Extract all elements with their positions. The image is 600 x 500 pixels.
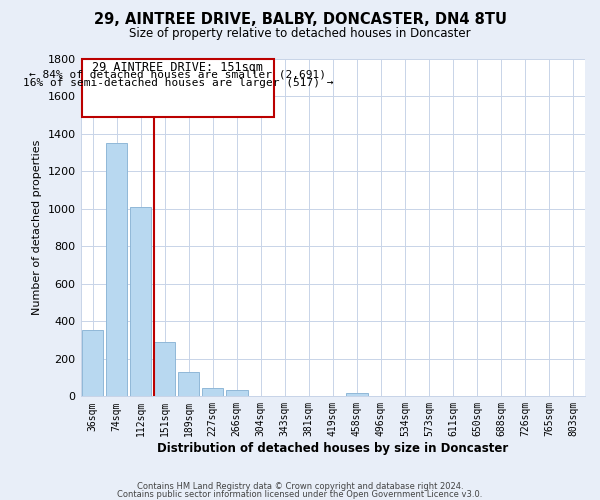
Bar bbox=[346, 393, 368, 396]
Y-axis label: Number of detached properties: Number of detached properties bbox=[32, 140, 42, 316]
FancyBboxPatch shape bbox=[82, 59, 274, 117]
Bar bbox=[226, 390, 248, 396]
Bar bbox=[154, 342, 175, 396]
Text: ← 84% of detached houses are smaller (2,691): ← 84% of detached houses are smaller (2,… bbox=[29, 70, 326, 80]
Text: Size of property relative to detached houses in Doncaster: Size of property relative to detached ho… bbox=[129, 28, 471, 40]
Bar bbox=[82, 330, 103, 396]
Bar bbox=[106, 144, 127, 396]
Bar bbox=[202, 388, 223, 396]
Text: 16% of semi-detached houses are larger (517) →: 16% of semi-detached houses are larger (… bbox=[23, 78, 333, 88]
Text: 29 AINTREE DRIVE: 151sqm: 29 AINTREE DRIVE: 151sqm bbox=[92, 61, 263, 74]
X-axis label: Distribution of detached houses by size in Doncaster: Distribution of detached houses by size … bbox=[157, 442, 508, 455]
Text: Contains HM Land Registry data © Crown copyright and database right 2024.: Contains HM Land Registry data © Crown c… bbox=[137, 482, 463, 491]
Bar bbox=[130, 207, 151, 396]
Text: 29, AINTREE DRIVE, BALBY, DONCASTER, DN4 8TU: 29, AINTREE DRIVE, BALBY, DONCASTER, DN4… bbox=[94, 12, 506, 28]
Bar bbox=[178, 372, 199, 396]
Text: Contains public sector information licensed under the Open Government Licence v3: Contains public sector information licen… bbox=[118, 490, 482, 499]
